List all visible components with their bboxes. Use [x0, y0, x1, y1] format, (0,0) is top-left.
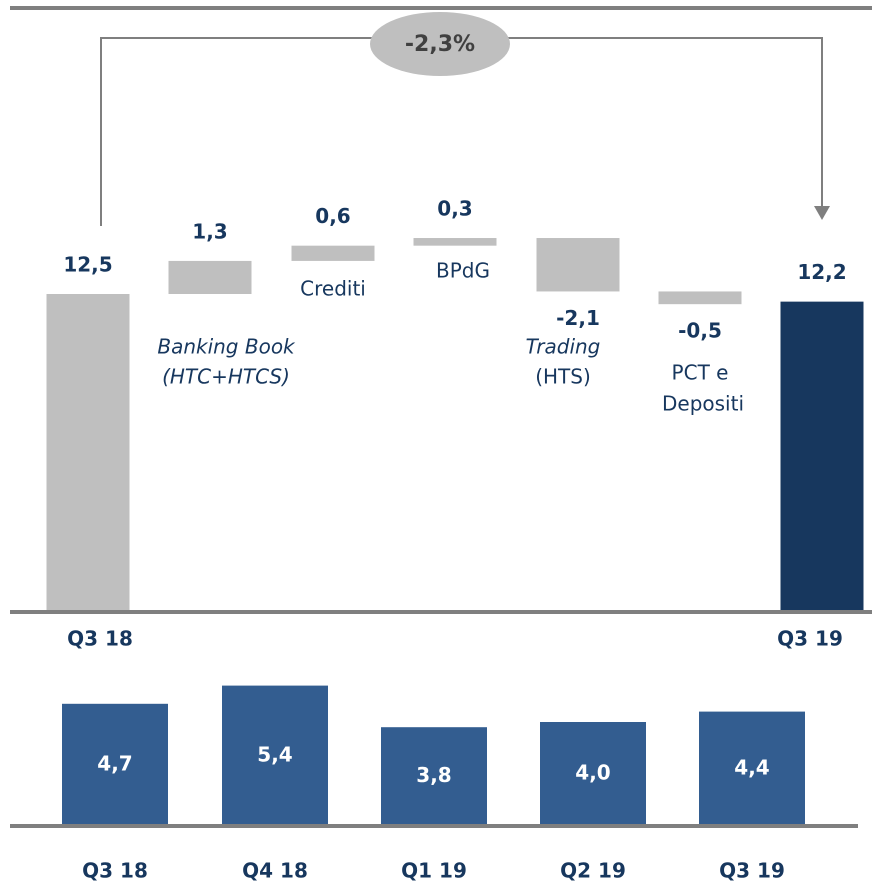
- value-label: -0,5: [678, 319, 722, 343]
- category-label: (HTS): [535, 365, 591, 389]
- x-tick-label: Q2 19: [560, 859, 626, 883]
- bar: [168, 260, 252, 294]
- bar: [62, 703, 168, 826]
- value-label: 5,4: [257, 742, 292, 766]
- x-tick-label: Q3 19: [719, 859, 785, 883]
- annotation-bubble: [370, 12, 510, 76]
- value-label: 3,8: [416, 763, 451, 787]
- bar: [699, 711, 805, 826]
- value-label: -2,1: [556, 306, 600, 330]
- category-label: Q3 18: [67, 627, 133, 651]
- category-label: (HTC+HTCS): [162, 365, 290, 389]
- bar: [222, 685, 328, 826]
- value-label: 12,2: [797, 260, 846, 284]
- bar: [291, 245, 375, 261]
- value-label: 4,4: [734, 755, 769, 779]
- bar: [413, 238, 497, 246]
- bar: [46, 294, 130, 612]
- annotation: -2,3%: [405, 32, 475, 57]
- bar: [540, 722, 646, 826]
- category-label: BPdG: [436, 259, 490, 283]
- value-label: 1,3: [192, 219, 227, 243]
- bar: [381, 727, 487, 826]
- category-label: Q3 19: [777, 627, 843, 651]
- value-label: 0,3: [437, 197, 472, 221]
- category-label: Trading: [526, 335, 601, 359]
- category-label: Banking Book: [157, 335, 296, 359]
- value-label: 4,7: [97, 751, 132, 775]
- bar: [780, 301, 864, 612]
- value-label: 4,0: [575, 761, 610, 785]
- category-label: Crediti: [300, 277, 366, 301]
- x-tick-label: Q3 18: [82, 859, 148, 883]
- x-tick-label: Q4 18: [242, 859, 308, 883]
- bar: [658, 291, 742, 305]
- category-label: Depositi: [662, 392, 744, 416]
- value-label: 12,5: [63, 253, 112, 277]
- arrow-head: [814, 206, 830, 220]
- value-label: 0,6: [315, 204, 350, 228]
- x-tick-label: Q1 19: [401, 859, 467, 883]
- bar: [536, 238, 620, 292]
- category-label: PCT e: [672, 361, 729, 385]
